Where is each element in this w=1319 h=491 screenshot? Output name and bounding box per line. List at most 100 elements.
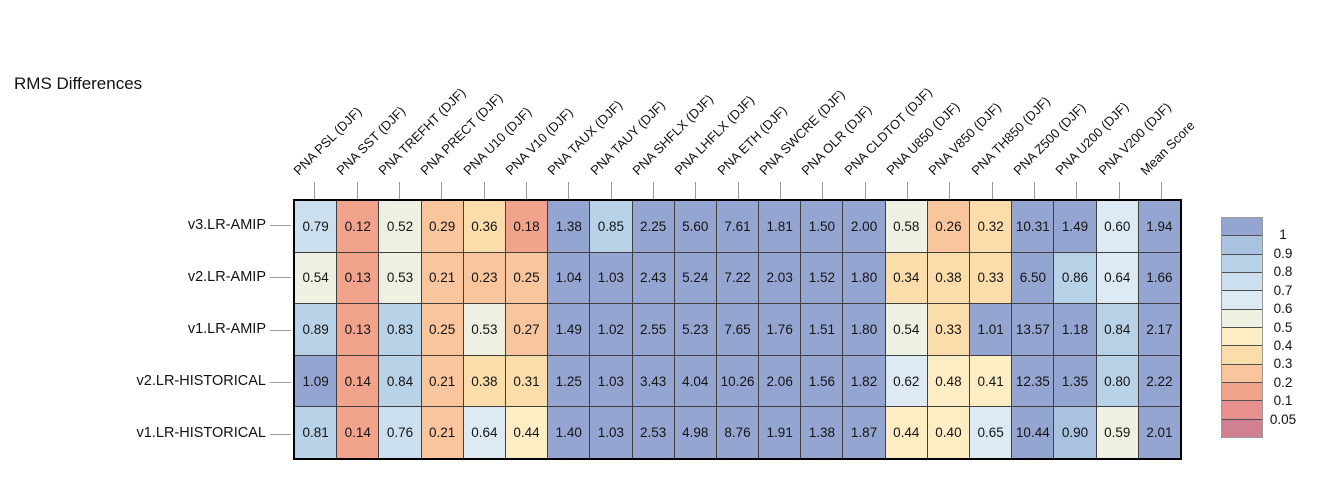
heatmap-cell: 1.18 bbox=[1054, 304, 1096, 355]
heatmap-cell: 0.38 bbox=[927, 252, 970, 304]
column-label: PNA U850 (DJF) bbox=[883, 98, 963, 178]
row-label: v1.LR-AMIP bbox=[187, 321, 266, 337]
heatmap-cell: 0.58 bbox=[885, 201, 927, 252]
heatmap-cell: 2.06 bbox=[759, 355, 801, 407]
heatmap-cell: 0.54 bbox=[295, 252, 337, 304]
heatmap-cell: 0.64 bbox=[463, 407, 505, 458]
legend-band bbox=[1222, 363, 1262, 382]
heatmap-cell: 0.59 bbox=[1096, 407, 1138, 458]
legend-tick-label: 0.7 bbox=[1273, 282, 1293, 298]
heatmap-cell: 1.81 bbox=[759, 201, 801, 252]
heatmap-cell: 0.21 bbox=[421, 252, 463, 304]
column-tick bbox=[949, 182, 951, 199]
heatmap-cell: 10.44 bbox=[1012, 407, 1054, 458]
row-label: v2.LR-HISTORICAL bbox=[136, 373, 266, 390]
heatmap-cell: 2.53 bbox=[632, 407, 674, 458]
row-tick bbox=[270, 381, 291, 383]
column-label: PNA TAUX (DJF) bbox=[544, 97, 626, 178]
legend-tick-label: 0.4 bbox=[1273, 337, 1293, 353]
legend-band bbox=[1222, 253, 1262, 272]
legend-band bbox=[1222, 345, 1262, 364]
heatmap-cell: 0.81 bbox=[295, 407, 337, 458]
row-tick bbox=[270, 329, 291, 331]
legend-band bbox=[1222, 235, 1262, 254]
column-tick bbox=[1076, 182, 1078, 199]
heatmap-cell: 2.03 bbox=[759, 252, 801, 304]
heatmap-cell: 0.12 bbox=[337, 201, 379, 252]
heatmap-cell: 2.01 bbox=[1138, 407, 1180, 458]
heatmap-cell: 7.65 bbox=[716, 304, 759, 355]
heatmap-cell: 1.51 bbox=[801, 304, 843, 355]
column-label: PNA V850 (DJF) bbox=[925, 99, 1005, 178]
heatmap-cell: 0.53 bbox=[463, 304, 505, 355]
column-tick bbox=[991, 182, 993, 199]
column-tick bbox=[525, 182, 527, 199]
column-tick bbox=[822, 182, 824, 199]
heatmap-cell: 0.21 bbox=[421, 407, 463, 458]
heatmap-cell: 1.49 bbox=[548, 304, 590, 355]
column-label: PNA LHFLX (DJF) bbox=[671, 92, 758, 178]
heatmap-cell: 1.49 bbox=[1054, 201, 1096, 252]
heatmap-cell: 1.80 bbox=[843, 252, 885, 304]
column-tick bbox=[695, 182, 697, 199]
heatmap-cell: 2.43 bbox=[632, 252, 674, 304]
column-tick bbox=[610, 182, 612, 199]
color-legend bbox=[1221, 217, 1263, 438]
heatmap-cell: 0.80 bbox=[1096, 355, 1138, 407]
heatmap-cell: 1.87 bbox=[843, 407, 885, 458]
heatmap-cell: 1.76 bbox=[759, 304, 801, 355]
legend-band bbox=[1222, 381, 1262, 401]
heatmap-cell: 5.24 bbox=[674, 252, 716, 304]
heatmap-cell: 0.62 bbox=[885, 355, 927, 407]
heatmap-cell: 10.26 bbox=[716, 355, 759, 407]
row-label: v1.LR-HISTORICAL bbox=[136, 425, 266, 442]
heatmap-cell: 0.89 bbox=[295, 304, 337, 355]
heatmap-cell: 0.60 bbox=[1096, 201, 1138, 252]
heatmap-cell: 0.44 bbox=[505, 407, 548, 458]
heatmap-cell: 0.83 bbox=[379, 304, 421, 355]
heatmap-grid: 0.79 0.12 0.52 0.29 0.36 0.18 1.38 0.85 2.25 5.60… bbox=[293, 199, 1182, 460]
heatmap-cell: 0.54 bbox=[885, 304, 927, 355]
heatmap-cell: 0.14 bbox=[337, 407, 379, 458]
heatmap-cell: 0.84 bbox=[379, 355, 421, 407]
legend-tick-label: 0.1 bbox=[1273, 393, 1293, 409]
heatmap-cell: 4.04 bbox=[674, 355, 716, 407]
heatmap-cell: 0.13 bbox=[337, 252, 379, 304]
legend-band bbox=[1222, 308, 1262, 327]
heatmap-cell: 10.31 bbox=[1012, 201, 1054, 252]
column-tick bbox=[483, 182, 485, 199]
column-tick bbox=[779, 182, 781, 199]
heatmap-cell: 0.34 bbox=[885, 252, 927, 304]
heatmap-cell: 0.85 bbox=[590, 201, 632, 252]
heatmap-cell: 0.79 bbox=[295, 201, 337, 252]
heatmap-cell: 1.04 bbox=[548, 252, 590, 304]
heatmap-cell: 0.14 bbox=[337, 355, 379, 407]
heatmap-cell: 5.23 bbox=[674, 304, 716, 355]
column-tick bbox=[398, 182, 400, 199]
row-tick bbox=[270, 433, 291, 435]
heatmap-cell: 1.03 bbox=[590, 252, 632, 304]
heatmap-cell: 0.21 bbox=[421, 355, 463, 407]
legend-tick-label: 1 bbox=[1279, 227, 1287, 243]
heatmap-cell: 0.23 bbox=[463, 252, 505, 304]
column-label: PNA Z500 (DJF) bbox=[1010, 99, 1089, 178]
heatmap-cell: 1.25 bbox=[548, 355, 590, 407]
column-tick bbox=[906, 182, 908, 199]
heatmap-cell: 0.65 bbox=[970, 407, 1012, 458]
legend-tick-label: 0.9 bbox=[1273, 245, 1293, 261]
heatmap-cell: 0.25 bbox=[421, 304, 463, 355]
legend-tick-label: 0.2 bbox=[1273, 374, 1293, 390]
legend-band bbox=[1222, 326, 1262, 346]
heatmap-cell: 1.03 bbox=[590, 407, 632, 458]
heatmap-cell: 1.91 bbox=[759, 407, 801, 458]
heatmap-cell: 0.26 bbox=[927, 201, 970, 252]
heatmap-cell: 0.44 bbox=[885, 407, 927, 458]
column-tick bbox=[356, 182, 358, 199]
column-tick bbox=[1033, 182, 1035, 199]
legend-tick-label: 0.3 bbox=[1273, 356, 1293, 372]
heatmap-cell: 1.66 bbox=[1138, 252, 1180, 304]
heatmap-cell: 2.25 bbox=[632, 201, 674, 252]
heatmap-cell: 0.48 bbox=[927, 355, 970, 407]
heatmap-cell: 6.50 bbox=[1012, 252, 1054, 304]
